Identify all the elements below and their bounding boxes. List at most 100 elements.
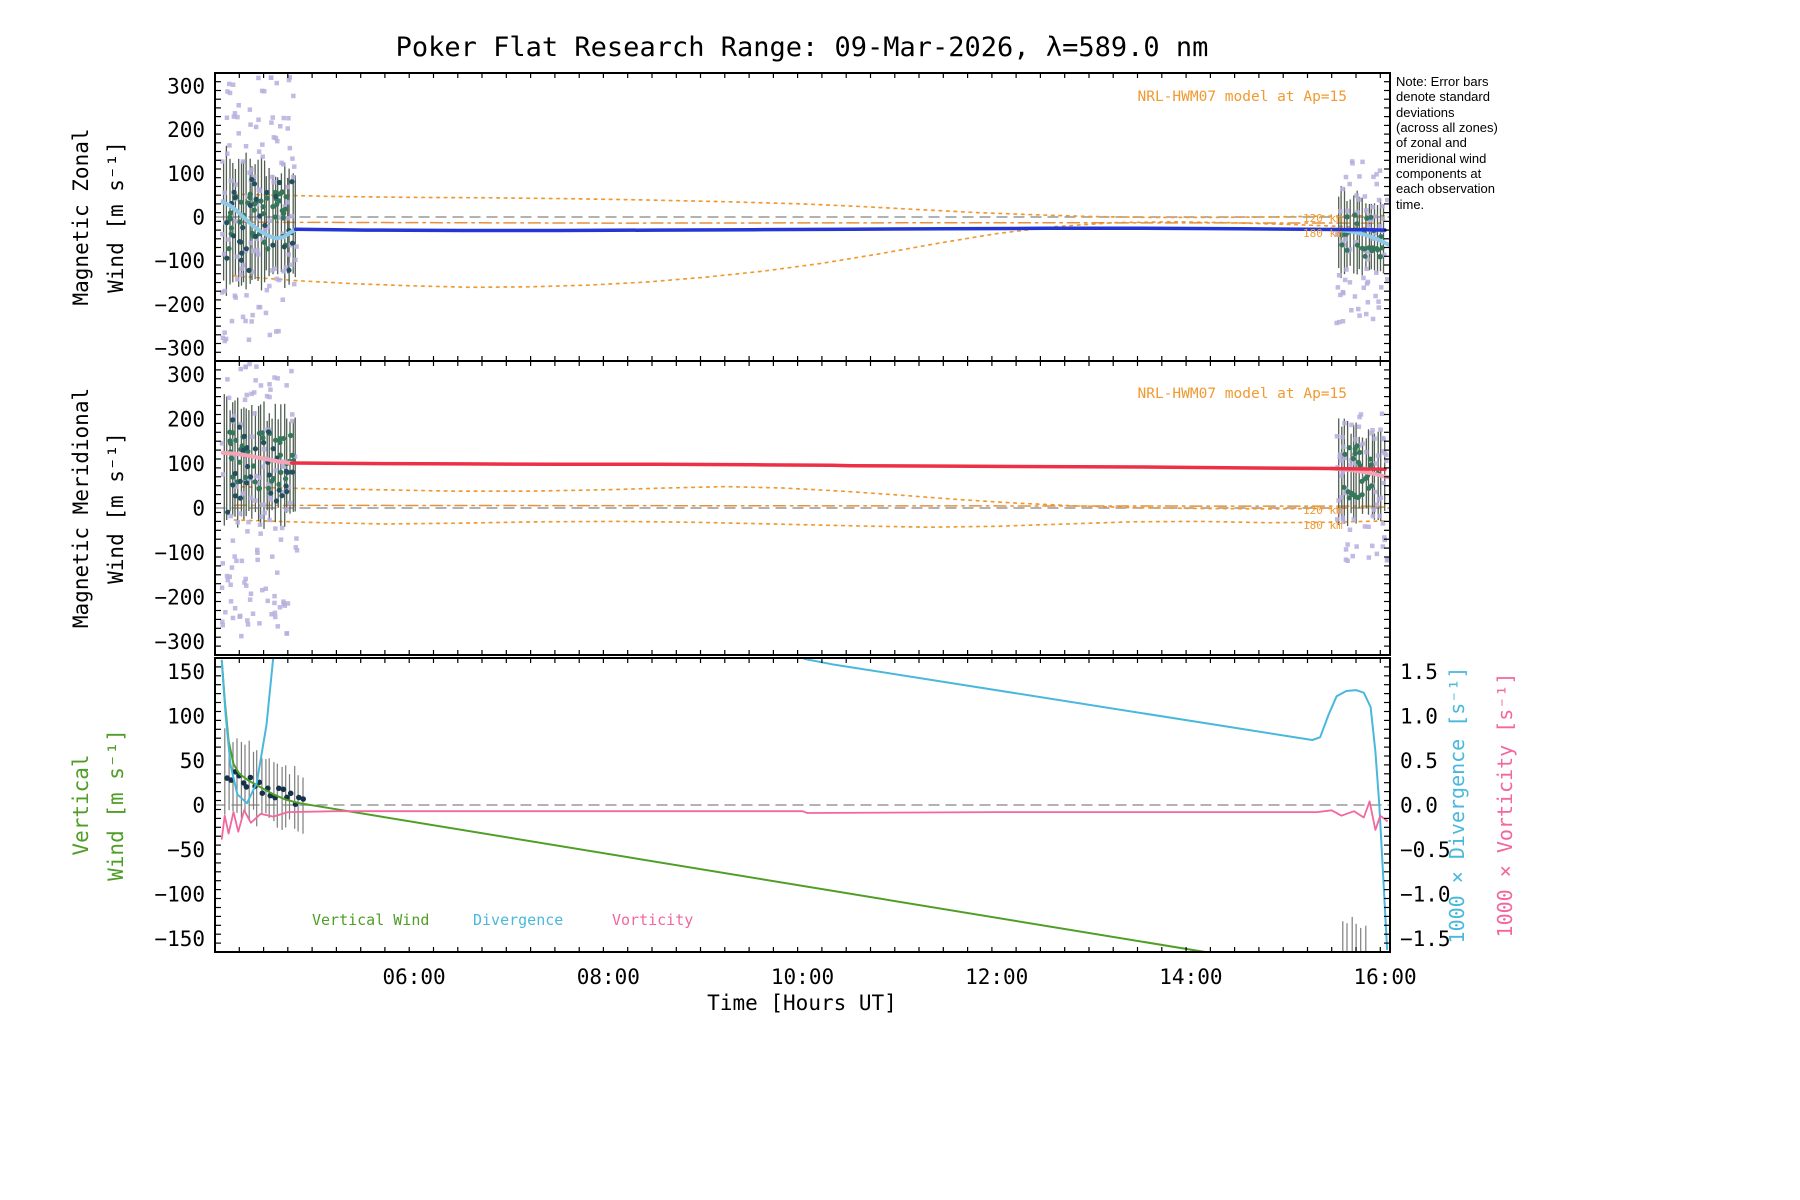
scatter-point xyxy=(277,452,283,458)
scatter-point xyxy=(1358,412,1364,417)
scatter-point xyxy=(256,252,261,257)
scatter-point xyxy=(1361,275,1366,281)
x-tick-label: 08:00 xyxy=(577,965,640,989)
scatter-point xyxy=(277,605,283,610)
scatter-point xyxy=(231,114,237,119)
scatter-point xyxy=(1364,266,1369,272)
scatter-point xyxy=(221,251,227,257)
vertical-axis-label-line1: Vertical xyxy=(69,754,93,855)
scatter-point xyxy=(276,487,282,493)
scatter-point xyxy=(238,272,244,277)
scatter-point xyxy=(291,93,296,99)
scatter-point xyxy=(259,514,264,519)
scatter-point xyxy=(1371,174,1376,180)
scatter-point xyxy=(1335,285,1341,290)
scatter-point xyxy=(250,269,255,275)
scatter-point xyxy=(1352,212,1358,218)
scatter-point xyxy=(245,622,251,627)
scatter-point xyxy=(261,239,268,245)
scatter-point xyxy=(1374,270,1379,275)
scatter-point xyxy=(224,255,230,261)
zonal-axis-label-line1: Magnetic Zonal xyxy=(69,128,93,305)
scatter-point xyxy=(267,517,272,523)
scatter-point xyxy=(253,124,259,130)
y-tick-label: −50 xyxy=(167,838,205,862)
scatter-point xyxy=(1352,294,1358,299)
scatter-point xyxy=(1360,441,1366,446)
scatter-point xyxy=(1377,513,1382,519)
scatter-point xyxy=(233,219,239,224)
y-tick-label: −300 xyxy=(154,336,205,360)
scatter-point xyxy=(225,509,231,515)
scatter-point xyxy=(281,464,287,469)
scatter-point xyxy=(239,443,245,449)
scatter-point xyxy=(1372,230,1377,236)
scatter-point xyxy=(273,468,278,473)
scatter-point xyxy=(1361,285,1366,290)
scatter-point xyxy=(288,432,294,439)
scatter-point xyxy=(1365,257,1370,262)
scatter-point xyxy=(233,182,238,187)
scatter-point xyxy=(285,216,291,221)
scatter-point xyxy=(284,469,291,475)
scatter-point xyxy=(1357,463,1363,469)
scatter-point xyxy=(294,536,299,541)
scatter-point xyxy=(244,392,249,398)
scatter-point xyxy=(1380,204,1385,209)
y-tick-label: 0 xyxy=(192,794,205,818)
scatter-point xyxy=(230,538,236,543)
scatter-point xyxy=(274,329,279,334)
scatter-point xyxy=(1342,451,1348,457)
scatter-point xyxy=(235,254,240,259)
scatter-point xyxy=(247,597,253,602)
scatter-point xyxy=(243,474,249,480)
scatter-point xyxy=(1370,316,1376,322)
scatter-point xyxy=(1379,285,1384,290)
scatter-point xyxy=(293,257,298,263)
scatter-point xyxy=(228,225,235,231)
scatter-point xyxy=(233,295,238,300)
scatter-point xyxy=(260,211,267,217)
scatter-point xyxy=(1348,463,1353,468)
scatter-point xyxy=(1345,542,1350,547)
scatter-point xyxy=(281,269,286,274)
scatter-point xyxy=(243,364,248,370)
scatter-point xyxy=(223,610,228,615)
scatter-point xyxy=(244,480,250,486)
scatter-point xyxy=(289,452,295,458)
scatter-point xyxy=(281,489,286,495)
scatter-point xyxy=(285,601,291,606)
scatter-point xyxy=(243,144,249,149)
scatter-point xyxy=(240,780,247,786)
scatter-point xyxy=(255,480,261,486)
scatter-point xyxy=(1385,197,1390,203)
scatter-point xyxy=(224,573,230,579)
vertical-wind-line xyxy=(298,802,1211,952)
scatter-point xyxy=(278,124,283,129)
divergence-early xyxy=(220,658,275,805)
scatter-point xyxy=(231,189,237,195)
y-tick-label: 150 xyxy=(167,660,205,684)
scatter-point xyxy=(283,476,289,482)
divergence-line xyxy=(803,658,1389,951)
scatter-point xyxy=(1352,460,1358,466)
scatter-point xyxy=(238,199,244,205)
scatter-point xyxy=(1340,319,1346,324)
scatter-point xyxy=(1365,300,1371,305)
scatter-point xyxy=(281,115,286,121)
scatter-point xyxy=(220,159,225,164)
y-tick-label: −150 xyxy=(154,927,205,951)
scatter-point xyxy=(288,262,294,268)
scatter-point xyxy=(1341,484,1347,490)
scatter-point xyxy=(253,498,258,503)
scatter-point xyxy=(226,237,231,242)
scatter-point xyxy=(1362,253,1368,259)
scatter-point xyxy=(220,561,225,566)
scatter-point xyxy=(240,447,246,453)
scatter-point xyxy=(1340,186,1345,192)
magnetic-zonal-wind-data-layer xyxy=(215,75,1390,344)
scatter-point xyxy=(257,475,263,480)
vertical-wind-divergence-vorticity-frame xyxy=(214,657,1391,953)
scatter-point xyxy=(1344,247,1350,253)
scatter-point xyxy=(1349,308,1354,313)
